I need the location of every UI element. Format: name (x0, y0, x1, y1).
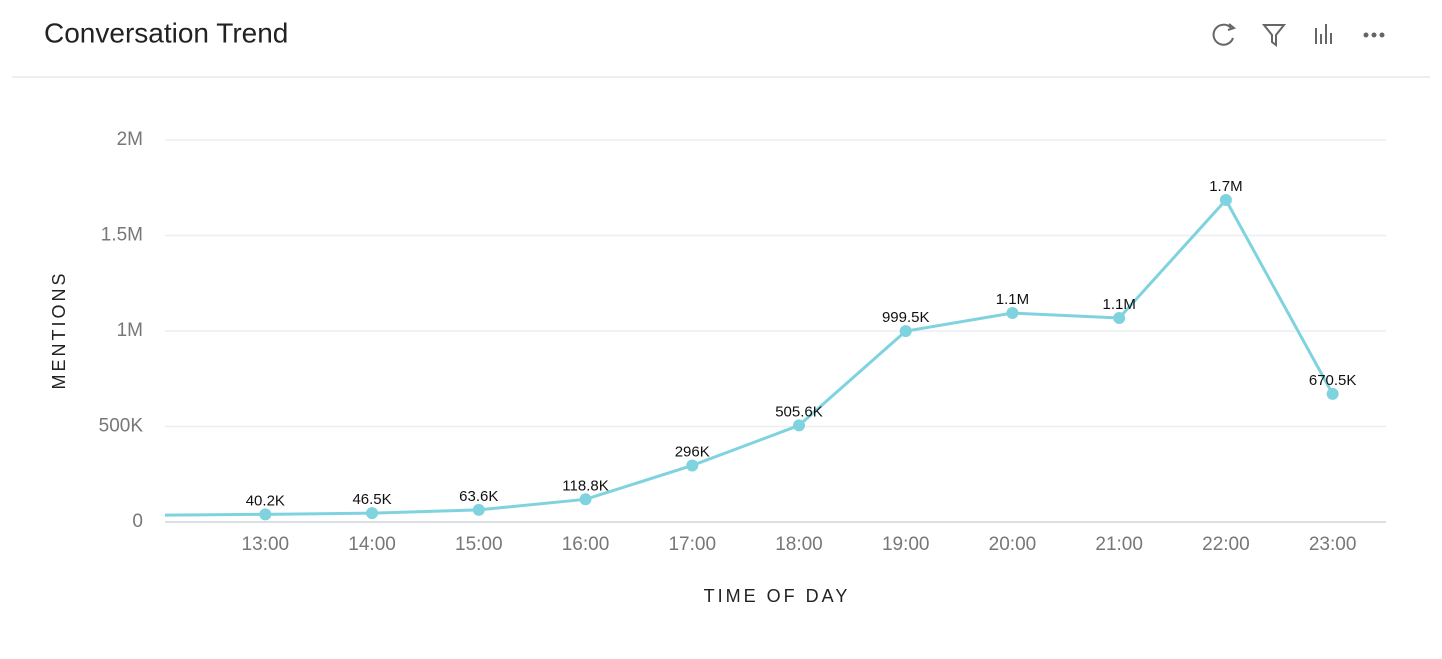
data-label: 505.6K (775, 403, 823, 420)
point (153, 509, 165, 521)
x-tick-label: 18:00 (775, 534, 823, 555)
data-label: 1.7M (1209, 178, 1242, 195)
point (792, 419, 805, 432)
y-tick-label: 1.5M (101, 225, 143, 246)
x-axis-title: TIME OF DAY (704, 586, 851, 606)
refresh-icon[interactable] (1212, 23, 1234, 46)
x-tick-label: 20:00 (989, 534, 1037, 555)
data-label: 40.2K (246, 492, 285, 509)
point (686, 459, 699, 472)
toolbar (1212, 23, 1332, 47)
chart-title: Conversation Trend (44, 17, 288, 48)
data-label: 118.8K (562, 477, 608, 494)
point (1219, 193, 1232, 206)
x-tick-label: 13:00 (242, 534, 290, 555)
y-tick-label: 500K (99, 416, 144, 437)
x-tick-label: 23:00 (1309, 534, 1357, 555)
chart-type-icon[interactable] (1315, 24, 1332, 44)
x-tick-label: 21:00 (1095, 534, 1143, 555)
y-tick-label: 2M (117, 129, 143, 150)
data-label: 1.1M (1102, 296, 1135, 313)
line (165, 197, 1334, 517)
data-label: 670.5K (1309, 372, 1357, 389)
plot-area (153, 193, 1339, 521)
x-tick-label: 17:00 (668, 534, 716, 555)
data-label: 46.5K (352, 491, 391, 508)
filter-icon[interactable] (1261, 24, 1287, 47)
point (579, 493, 592, 506)
x-tick-label: 16:00 (562, 534, 610, 555)
data-label: 296K (675, 443, 710, 460)
point (366, 507, 379, 520)
x-tick-label: 22:00 (1202, 534, 1250, 555)
point (1326, 387, 1339, 400)
point (1113, 312, 1126, 325)
data-label: 1.1M (996, 291, 1029, 308)
y-tick-label: 0 (132, 511, 143, 532)
y-axis-title: MENTIONS (49, 270, 69, 389)
y-tick-label: 1M (117, 320, 143, 341)
more-icon[interactable] (1363, 32, 1385, 38)
point (472, 503, 485, 516)
x-tick-label: 19:00 (882, 534, 930, 555)
point (259, 508, 272, 521)
point (899, 325, 912, 338)
refresh-arrow (1227, 23, 1237, 31)
data-label: 999.5K (882, 309, 930, 326)
x-tick-label: 14:00 (348, 534, 396, 555)
x-tick-label: 15:00 (455, 534, 503, 555)
point (1006, 307, 1019, 320)
data-label: 63.6K (459, 488, 498, 505)
